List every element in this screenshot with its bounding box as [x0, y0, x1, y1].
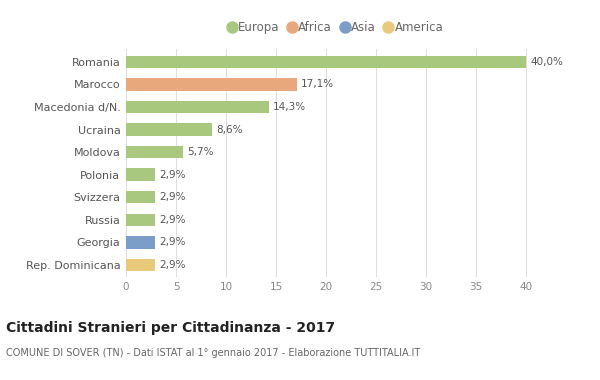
Text: 2,9%: 2,9% — [159, 215, 185, 225]
Bar — [126, 214, 155, 226]
Text: 5,7%: 5,7% — [187, 147, 214, 157]
Bar — [126, 55, 526, 68]
Text: 40,0%: 40,0% — [530, 57, 563, 67]
Text: 2,9%: 2,9% — [159, 192, 185, 202]
Bar — [126, 101, 269, 113]
Text: 14,3%: 14,3% — [273, 102, 306, 112]
Bar — [126, 191, 155, 203]
Text: 2,9%: 2,9% — [159, 260, 185, 270]
Text: 8,6%: 8,6% — [216, 125, 242, 135]
Text: 2,9%: 2,9% — [159, 170, 185, 180]
Bar — [126, 146, 183, 158]
Bar — [126, 78, 297, 90]
Legend: Europa, Africa, Asia, America: Europa, Africa, Asia, America — [229, 21, 443, 34]
Text: 2,9%: 2,9% — [159, 238, 185, 247]
Bar — [126, 124, 212, 136]
Text: COMUNE DI SOVER (TN) - Dati ISTAT al 1° gennaio 2017 - Elaborazione TUTTITALIA.I: COMUNE DI SOVER (TN) - Dati ISTAT al 1° … — [6, 348, 420, 358]
Text: 17,1%: 17,1% — [301, 79, 334, 89]
Bar — [126, 259, 155, 271]
Text: Cittadini Stranieri per Cittadinanza - 2017: Cittadini Stranieri per Cittadinanza - 2… — [6, 321, 335, 335]
Bar — [126, 236, 155, 249]
Bar — [126, 168, 155, 181]
